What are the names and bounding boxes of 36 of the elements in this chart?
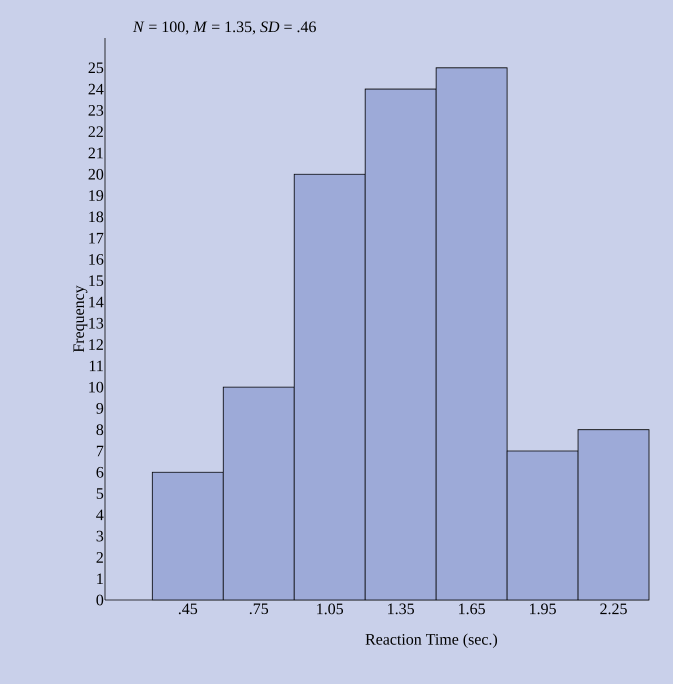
y-tick-label: 12 — [89, 339, 103, 350]
y-tick-label: 23 — [88, 105, 104, 116]
y-tick-label: 25 — [88, 62, 104, 74]
x-tick-label: 1.65 — [459, 604, 485, 614]
y-axis-title: Frequency — [73, 285, 88, 352]
y-tick-label: 11 — [90, 360, 103, 372]
x-tick-label: 1.35 — [388, 604, 414, 614]
y-tick-label: 10 — [89, 382, 104, 392]
x-tick-label: 1.95 — [530, 604, 556, 614]
y-tick-label: 0 — [96, 594, 104, 606]
y-tick-label: 22 — [88, 126, 103, 137]
y-tick-label: 3 — [96, 530, 104, 542]
y-tick-label: 18 — [89, 211, 104, 222]
y-tick-label: 4 — [96, 510, 104, 520]
y-tick-label: 24 — [88, 84, 104, 94]
x-tick-label: .45 — [178, 604, 198, 614]
y-tick-label: 16 — [89, 254, 104, 265]
x-tick-label: .75 — [250, 604, 268, 614]
x-tick-label: 2.25 — [600, 604, 627, 614]
y-tick-label: 9 — [96, 403, 104, 414]
y-tick-label: 20 — [88, 168, 104, 180]
y-tick-label: 8 — [96, 424, 104, 436]
y-tick-label: 17 — [89, 232, 104, 244]
y-tick-label: 6 — [96, 466, 104, 478]
y-tick-label: 1 — [97, 573, 103, 584]
y-tick-label: 2 — [96, 552, 103, 563]
x-tick-label: 1.05 — [317, 604, 344, 614]
y-tick-label: 14 — [89, 296, 104, 308]
y-tick-label: 15 — [89, 275, 104, 286]
y-tick-label: 7 — [96, 446, 104, 456]
x-axis-title: Reaction Time (sec.) — [366, 634, 498, 648]
y-tick-label: 13 — [89, 318, 104, 329]
y-tick-label: 19 — [89, 190, 104, 201]
y-tick-label: 5 — [96, 488, 104, 499]
y-tick-label: 21 — [88, 148, 103, 158]
text: N = 100, M = 1.35, SD = .46 — [132, 21, 316, 34]
